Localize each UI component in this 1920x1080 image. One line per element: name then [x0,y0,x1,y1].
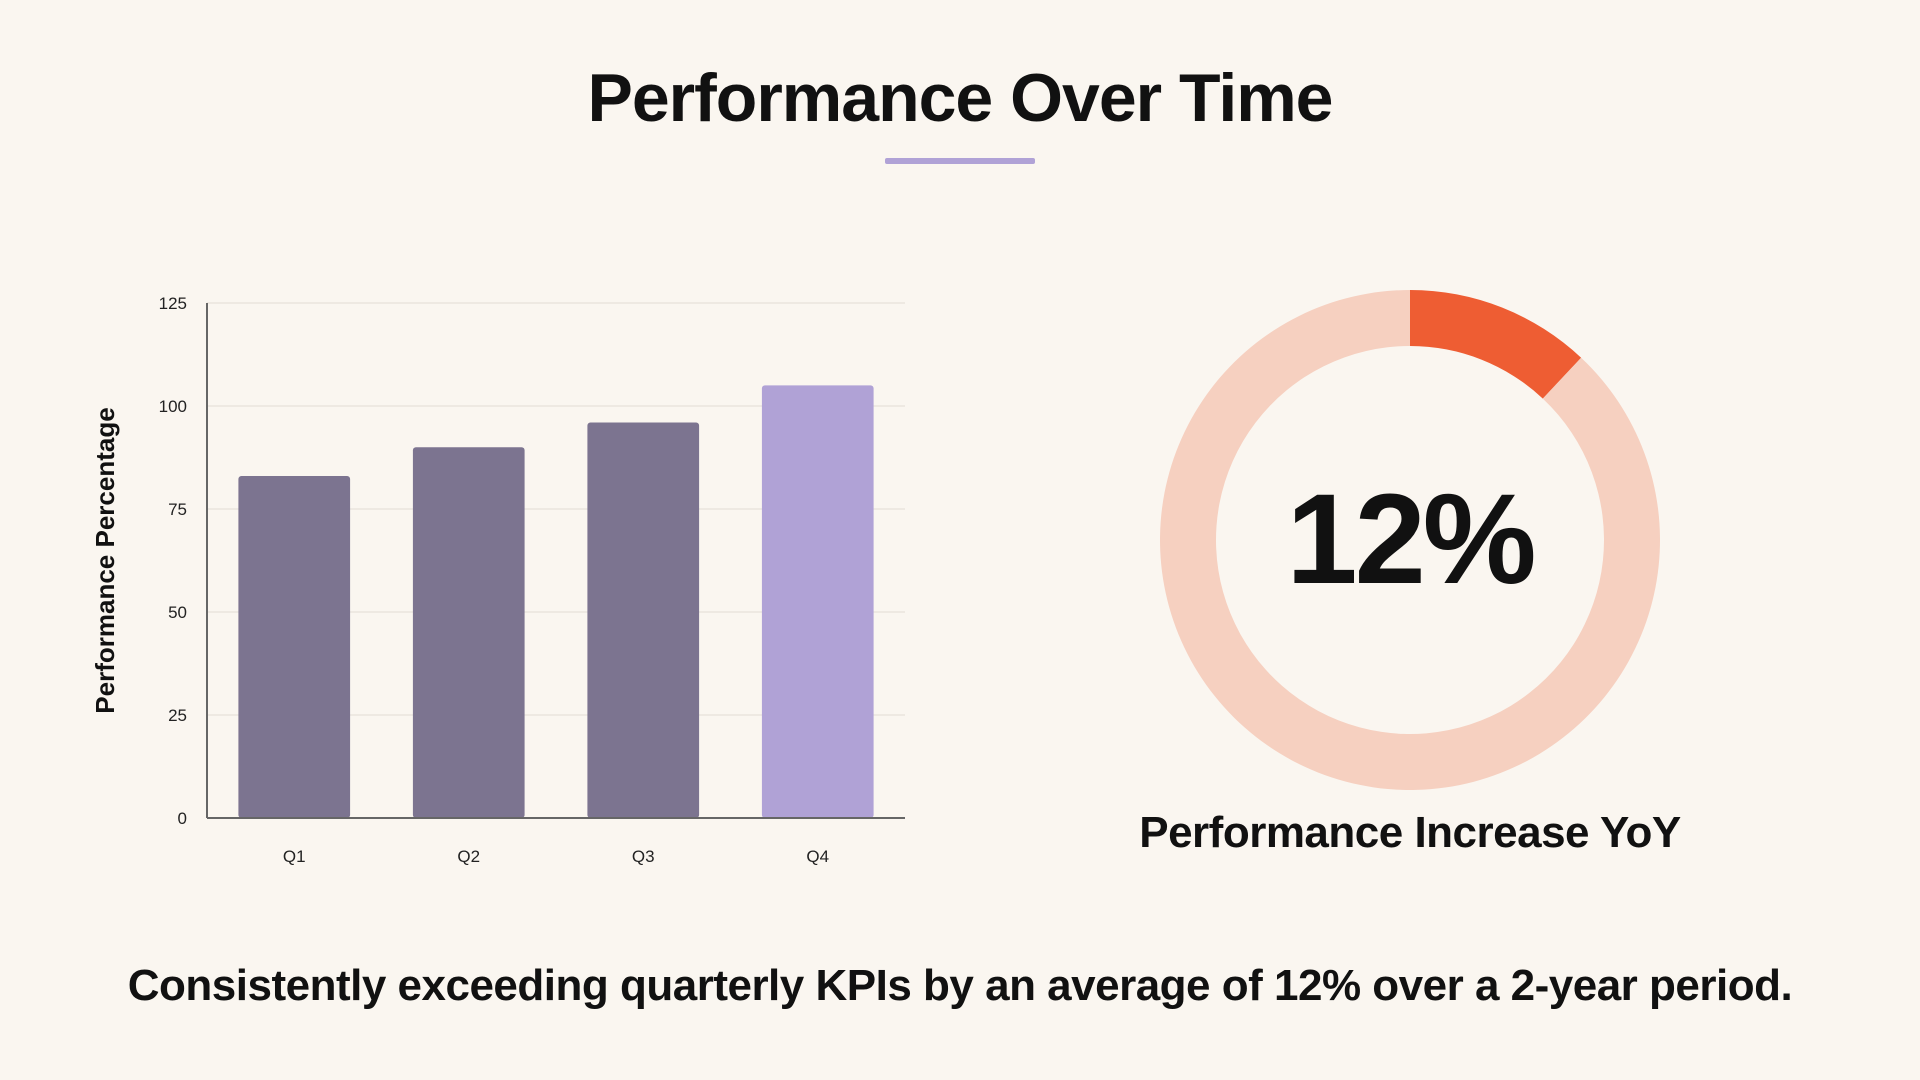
bar-chart-y-ticks: 0 25 50 75 100 125 [159,294,187,828]
kpi-label: Performance Increase YoY [1139,808,1681,857]
bar-chart-x-labels: Q1 Q2 Q3 Q4 [283,847,829,866]
y-tick-label: 25 [168,706,187,725]
bar-chart-axes [206,303,905,819]
y-tick-label: 75 [168,500,187,519]
donut-slices [1160,290,1660,790]
bar-q4 [761,385,874,818]
x-tick-label: Q4 [806,847,829,866]
footer-summary: Consistently exceeding quarterly KPIs by… [127,961,1793,1010]
y-tick-label: 0 [178,809,187,828]
x-tick-label: Q2 [457,847,480,866]
bar-chart-bars [238,385,874,818]
bar-q1 [238,476,351,818]
y-axis-title: Performance Percentage [90,407,120,713]
page-title: Performance Over Time [587,60,1334,136]
y-tick-label: 50 [168,603,187,622]
x-tick-label: Q3 [632,847,655,866]
y-tick-label: 100 [159,397,187,416]
donut-slice-highlight [1410,290,1582,399]
donut-chart [1160,290,1660,790]
bar-q2 [412,447,525,818]
bar-chart: 0 25 50 75 100 125 Q1 Q2 Q3 Q4 Performance Perce… [90,294,905,866]
y-tick-label: 125 [159,294,187,313]
kpi-value: 12% [1286,468,1536,611]
bar-q3 [587,422,700,818]
title-underline [885,158,1035,164]
x-tick-label: Q1 [283,847,306,866]
